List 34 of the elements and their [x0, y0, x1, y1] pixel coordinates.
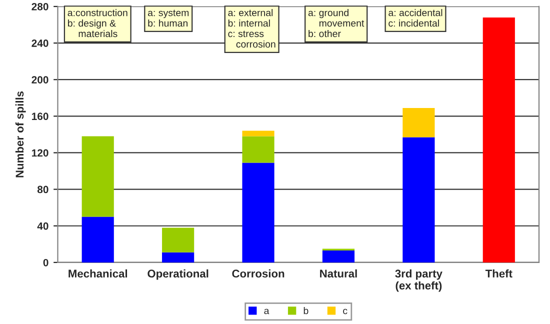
legend-label: a — [264, 308, 270, 314]
annotation: a: system b: human — [148, 10, 189, 27]
y-tick-label: 200 — [32, 76, 48, 84]
y-tick-label: 280 — [32, 2, 48, 10]
bar — [242, 162, 274, 262]
bar — [162, 228, 194, 252]
bar — [242, 136, 274, 163]
x-tick-label: Theft — [485, 269, 512, 278]
bar — [482, 17, 515, 262]
y-tick-label: 160 — [32, 112, 48, 120]
bar — [162, 252, 194, 262]
bar — [322, 250, 355, 262]
bar — [82, 136, 114, 217]
bar — [242, 130, 274, 136]
legend-label: c — [343, 308, 348, 314]
y-tick-label: 120 — [32, 149, 48, 157]
bar — [402, 137, 435, 262]
x-tick-label: Operational — [148, 269, 208, 280]
y-tick-label: 240 — [32, 40, 48, 47]
y-tick-label: 0 — [43, 258, 48, 266]
x-tick-label: Mechanical — [68, 269, 128, 278]
y-tick-label: 40 — [37, 222, 48, 230]
y-tick-label: 80 — [37, 186, 48, 194]
annotation: a: ground movement b: other — [308, 9, 364, 38]
annotation: a: accidental c: incidental — [388, 9, 442, 27]
bar — [402, 108, 435, 138]
annotation: a:construction b: design & materials — [68, 9, 128, 38]
y-axis-title: Number of spills — [15, 91, 26, 178]
x-tick-label: Corrosion — [232, 269, 284, 278]
legend-label: b — [304, 307, 308, 314]
x-tick-label: 3rd party (ex theft) — [395, 269, 442, 292]
x-tick-label: Natural — [320, 269, 357, 278]
annotation: a: external b: internal c: stress corrosion — [228, 9, 276, 48]
bar — [82, 216, 114, 262]
